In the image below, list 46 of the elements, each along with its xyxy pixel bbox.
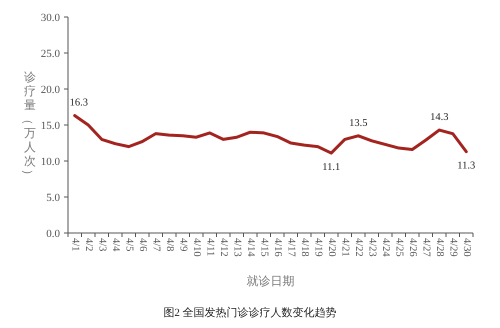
x-tick-label: 4/9 bbox=[177, 238, 188, 252]
x-tick-label: 4/2 bbox=[82, 238, 94, 252]
x-tick-label: 4/11 bbox=[204, 238, 216, 256]
y-tick-label: 25.0 bbox=[40, 48, 60, 60]
x-tick-label: 4/19 bbox=[312, 238, 324, 257]
x-tick-label: 4/5 bbox=[123, 238, 134, 252]
x-tick-label: 4/4 bbox=[110, 238, 121, 252]
x-tick-label: 4/14 bbox=[244, 238, 256, 258]
y-axis-title: 诊疗量（万人次） bbox=[21, 70, 36, 181]
y-tick-label: 20.0 bbox=[40, 84, 60, 96]
x-tick-label: 4/10 bbox=[190, 238, 202, 257]
data-label: 11.1 bbox=[322, 162, 340, 174]
x-tick-label: 4/17 bbox=[285, 238, 296, 257]
x-tick-label: 4/23 bbox=[366, 238, 378, 257]
x-tick-label: 4/6 bbox=[136, 238, 148, 252]
x-tick-label: 4/24 bbox=[380, 238, 391, 258]
x-tick-label: 4/21 bbox=[339, 238, 350, 257]
x-tick-label: 4/8 bbox=[164, 238, 175, 252]
y-tick-label: 30.0 bbox=[40, 12, 60, 24]
y-tick-label: 5.0 bbox=[46, 192, 60, 204]
x-tick-label: 4/22 bbox=[352, 238, 364, 257]
x-tick-label: 4/26 bbox=[406, 238, 418, 257]
y-tick-label: 15.0 bbox=[40, 120, 60, 132]
x-tick-label: 4/1 bbox=[69, 238, 80, 252]
data-label: 16.3 bbox=[70, 98, 88, 109]
x-tick-label: 4/3 bbox=[96, 238, 108, 252]
data-label: 13.5 bbox=[349, 118, 368, 129]
y-tick-label: 0.0 bbox=[46, 228, 60, 240]
x-tick-label: 4/30 bbox=[460, 238, 472, 257]
x-tick-label: 4/13 bbox=[231, 238, 242, 257]
caption: 图2 全国发热门诊诊疗人数变化趋势 bbox=[163, 306, 337, 319]
x-tick-label: 4/12 bbox=[218, 238, 229, 257]
x-tick-label: 4/16 bbox=[272, 238, 283, 257]
x-tick-label: 4/28 bbox=[434, 238, 445, 257]
x-tick-label: 4/15 bbox=[258, 238, 270, 257]
x-tick-label: 4/25 bbox=[393, 238, 404, 257]
x-tick-label: 4/7 bbox=[150, 238, 162, 252]
x-tick-label: 4/18 bbox=[298, 238, 310, 257]
y-tick-label: 10.0 bbox=[40, 156, 60, 168]
x-tick-label: 4/27 bbox=[420, 238, 432, 257]
x-tick-label: 4/29 bbox=[447, 238, 458, 257]
data-label: 14.3 bbox=[430, 112, 448, 124]
x-tick-label: 4/20 bbox=[326, 238, 337, 257]
line-series bbox=[73, 114, 468, 155]
data-label: 11.3 bbox=[457, 160, 476, 172]
x-axis-title: 就诊日期 bbox=[246, 274, 294, 288]
